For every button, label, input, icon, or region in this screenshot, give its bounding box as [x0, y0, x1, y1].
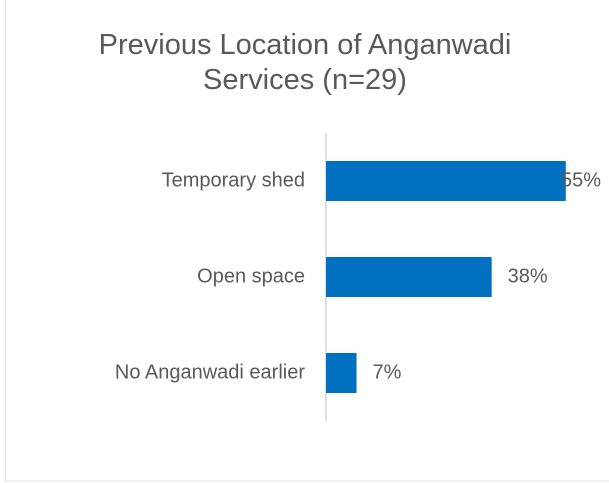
y-tick-label: Temporary shed: [162, 169, 305, 191]
bar: [326, 353, 357, 393]
bar: [326, 257, 492, 297]
data-label: 7%: [373, 361, 402, 383]
y-tick-label: Open space: [197, 265, 305, 287]
data-label: 38%: [508, 265, 548, 287]
y-tick-label: No Anganwadi earlier: [115, 361, 305, 383]
data-label: 55%: [561, 169, 601, 191]
chart-title: Previous Location of Anganwadi Services …: [98, 29, 512, 96]
bar: [326, 161, 566, 201]
chart-border: [5, 0, 609, 482]
